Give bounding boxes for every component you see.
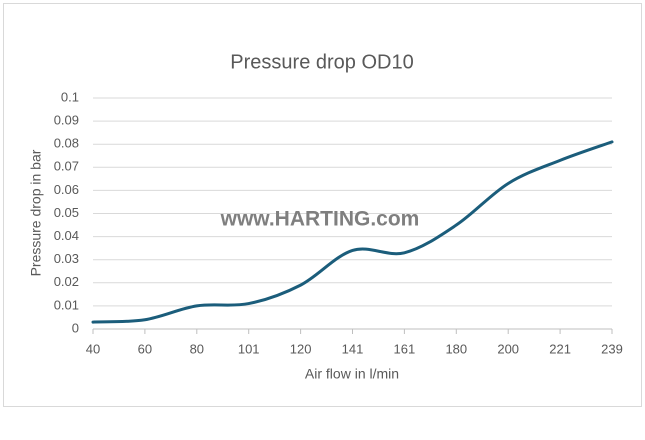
x-tick-label: 60 xyxy=(138,341,152,356)
chart-title: Pressure drop OD10 xyxy=(230,51,413,73)
data-line xyxy=(91,140,614,324)
y-tick-label: 0.02 xyxy=(54,274,79,289)
y-tick-label: 0.1 xyxy=(61,89,79,104)
x-tick-label: 221 xyxy=(549,341,571,356)
y-tick-label: 0.08 xyxy=(54,136,79,151)
x-tick-label: 239 xyxy=(601,341,623,356)
y-tick-label: 0 xyxy=(72,320,79,335)
x-tick-label: 120 xyxy=(290,341,312,356)
x-tick-label: 200 xyxy=(497,341,519,356)
x-tick-label: 161 xyxy=(394,341,416,356)
y-tick-label: 0.01 xyxy=(54,297,79,312)
x-tick-label: 141 xyxy=(342,341,364,356)
y-tick-label: 0.07 xyxy=(54,159,79,174)
y-tick-label: 0.06 xyxy=(54,182,79,197)
y-axis-title: Pressure drop in bar xyxy=(28,149,44,276)
x-tick-label: 80 xyxy=(190,341,204,356)
y-tick-label: 0.05 xyxy=(54,205,79,220)
x-tick-label: 40 xyxy=(86,341,100,356)
y-tick-label: 0.03 xyxy=(54,251,79,266)
x-tick-label: 180 xyxy=(445,341,467,356)
x-tick-label: 101 xyxy=(238,341,260,356)
watermark: www.HARTING.com xyxy=(220,208,420,231)
x-axis-title: Air flow in l/min xyxy=(305,366,399,382)
y-tick-label: 0.09 xyxy=(54,113,79,128)
chart-frame xyxy=(3,3,642,407)
y-tick-label: 0.04 xyxy=(54,228,79,243)
